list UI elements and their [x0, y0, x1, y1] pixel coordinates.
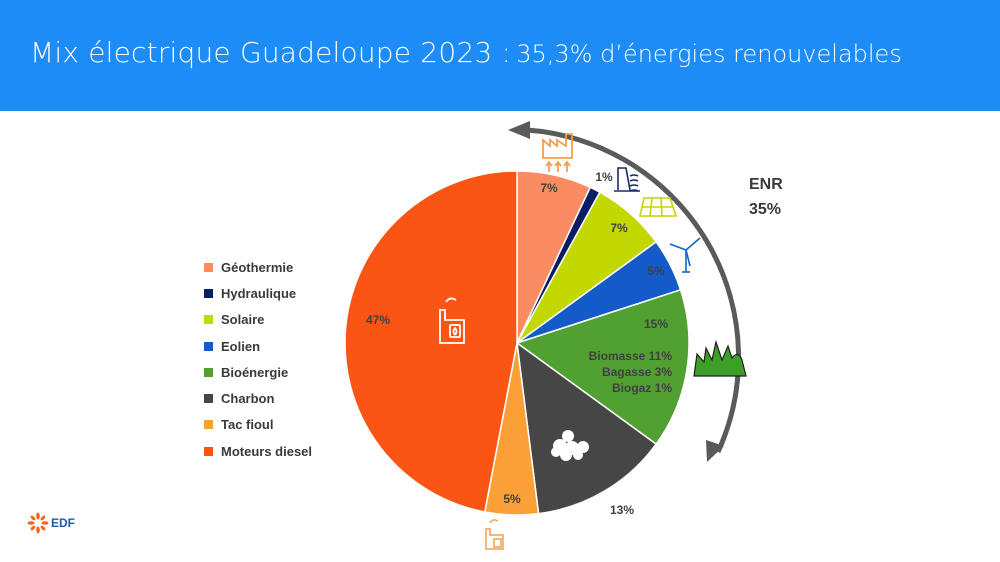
pie-slice-moteurs-diesel [344, 170, 518, 513]
slice-label: 7% [610, 221, 628, 235]
slice-label: 1% [595, 170, 613, 184]
legend-label: Charbon [221, 391, 275, 407]
legend-swatch [204, 394, 213, 404]
solar-panel-icon [639, 197, 678, 217]
slice-label: 5% [647, 264, 665, 278]
edf-logo: EDF [27, 512, 75, 534]
enr-value: 35% [749, 201, 781, 218]
legend-label: Solaire [221, 312, 265, 328]
slice-label: 47% [366, 313, 390, 327]
title-sub: 35,3% d’énergies renouvelables [516, 40, 902, 68]
legend-item: Bioénergie [204, 359, 312, 385]
pie-slice-charbon [516, 341, 658, 515]
legend-item: Eolien [204, 333, 312, 359]
page-title: Mix électrique Guadeloupe 2023 : 35,3% d… [30, 36, 902, 69]
legend-item: Moteurs diesel [204, 438, 312, 464]
slice-label: 5% [503, 492, 521, 506]
legend-item: Solaire [204, 307, 312, 333]
geothermal-plant-icon [542, 133, 573, 172]
coal-icon [551, 430, 589, 461]
legend-swatch [204, 420, 213, 430]
dam-icon [614, 167, 640, 192]
pie-slice-bio-nergie [515, 288, 690, 446]
title-main: Mix électrique Guadeloupe 2023 : [30, 36, 512, 69]
diesel-plant-icon [439, 297, 465, 344]
legend-label: Eolien [221, 338, 261, 354]
slice-label: 7% [540, 181, 558, 195]
bioenergy-detail-label: Biomasse 11% [589, 349, 673, 363]
legend-label: Bioénergie [221, 364, 289, 380]
legend-swatch [204, 288, 213, 298]
legend-swatch [204, 262, 213, 272]
legend-label: Géothermie [221, 259, 294, 275]
bioenergy-detail-label: Biogaz 1% [612, 381, 672, 395]
fuel-plant-icon [485, 519, 504, 550]
legend-label: Hydraulique [221, 285, 297, 301]
legend-item: Géothermie [204, 254, 312, 280]
chart-legend: Géothermie Hydraulique Solaire Eolien Bioéne… [204, 254, 312, 464]
legend-swatch [204, 367, 213, 377]
grass-icon [693, 339, 747, 377]
edf-flower-icon [27, 512, 49, 534]
legend-item: Charbon [204, 385, 312, 411]
legend-swatch [204, 446, 213, 456]
legend-item: Hydraulique [204, 280, 312, 306]
legend-label: Moteurs diesel [221, 443, 313, 459]
enr-label: ENR [749, 176, 783, 193]
legend-swatch [204, 315, 213, 325]
bioenergy-detail-label: Bagasse 3% [602, 365, 672, 379]
wind-turbine-icon [669, 237, 701, 273]
slice-label: 13% [610, 503, 634, 517]
legend-swatch [204, 341, 213, 351]
slice-label: 15% [644, 317, 668, 331]
edf-logo-text: EDF [51, 516, 75, 530]
legend-label: Tac fioul [221, 417, 274, 433]
legend-item: Tac fioul [204, 412, 312, 438]
enr-arrow [508, 121, 742, 462]
header-banner: Mix électrique Guadeloupe 2023 : 35,3% d… [0, 0, 1000, 111]
